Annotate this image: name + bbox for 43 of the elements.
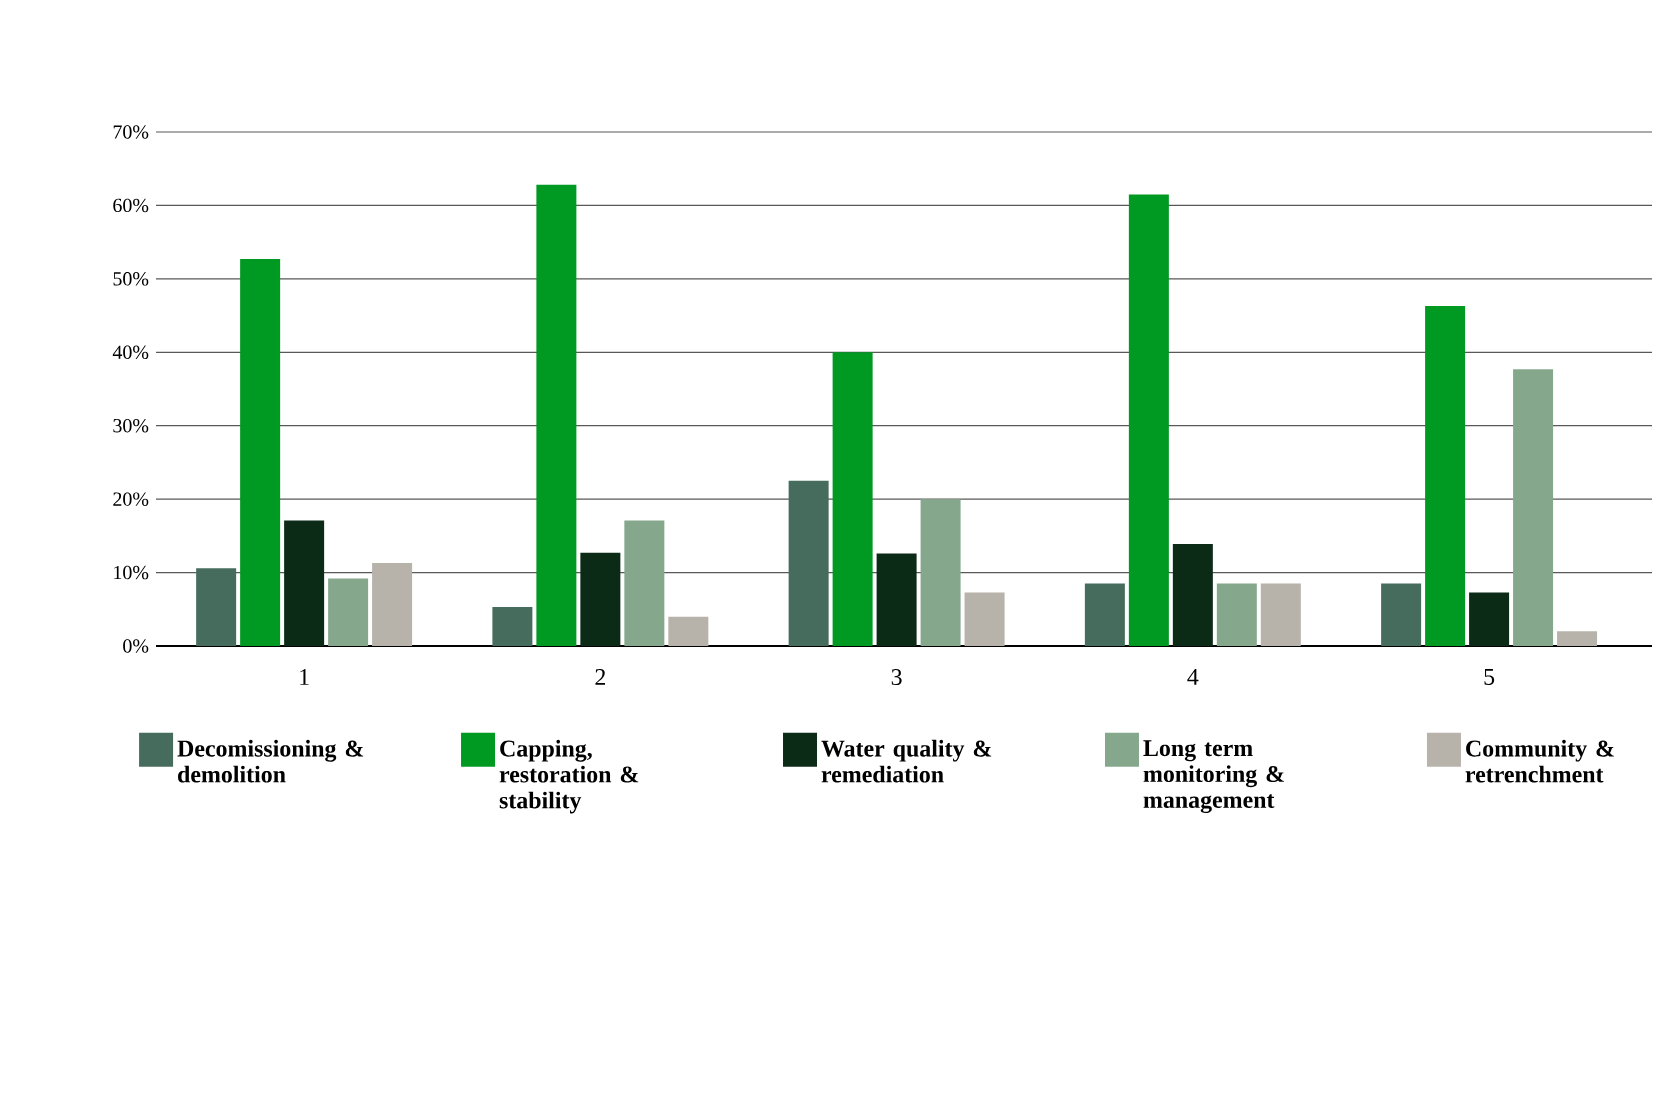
bar: [1381, 583, 1422, 646]
y-tick-label: 30%: [113, 418, 149, 433]
y-tick-label: 20%: [113, 492, 149, 506]
bar: [876, 553, 917, 646]
bar: [580, 552, 621, 646]
y-tick-label: 60%: [113, 198, 149, 213]
x-tick-label: 5: [1484, 669, 1495, 685]
legend-label: Long term monitoring & management: [1143, 740, 1284, 814]
x-tick-label: 2: [595, 669, 606, 685]
bar: [832, 352, 873, 646]
y-tick-label: 40%: [112, 345, 149, 360]
x-tick-label: 3: [891, 669, 902, 686]
bar: [1425, 306, 1466, 646]
bar: [536, 184, 577, 646]
bar: [1216, 583, 1257, 646]
bar: [668, 616, 709, 646]
bar: [1084, 583, 1125, 646]
bar: [328, 578, 369, 646]
legend-label: Community & retrenchment: [1465, 739, 1614, 783]
bar: [920, 499, 961, 646]
bar: [1513, 369, 1554, 646]
legend-label: Water quality & remediation: [821, 739, 992, 783]
x-tick-label: 4: [1187, 669, 1199, 685]
y-tick-label: 0%: [123, 639, 149, 653]
bar: [492, 607, 533, 646]
x-tick-label: 1: [300, 669, 309, 685]
legend-label: Decomissioning & demolition: [177, 739, 364, 783]
bar: [964, 592, 1005, 646]
bar: [1172, 543, 1213, 646]
bar: [240, 259, 281, 646]
bar: [284, 520, 325, 646]
y-tick-label: 50%: [113, 272, 149, 286]
bar: [1260, 583, 1301, 646]
bar: [1128, 194, 1169, 646]
bar: [1469, 592, 1510, 646]
bar: [624, 520, 665, 646]
y-tick-label: 70%: [113, 125, 149, 139]
y-tick-label: 10%: [114, 565, 149, 580]
bar: [1557, 631, 1598, 646]
bar: [788, 480, 829, 646]
bar: [196, 568, 237, 646]
legend-label: Capping, restoration & stability: [499, 739, 639, 814]
bar: [372, 563, 413, 646]
